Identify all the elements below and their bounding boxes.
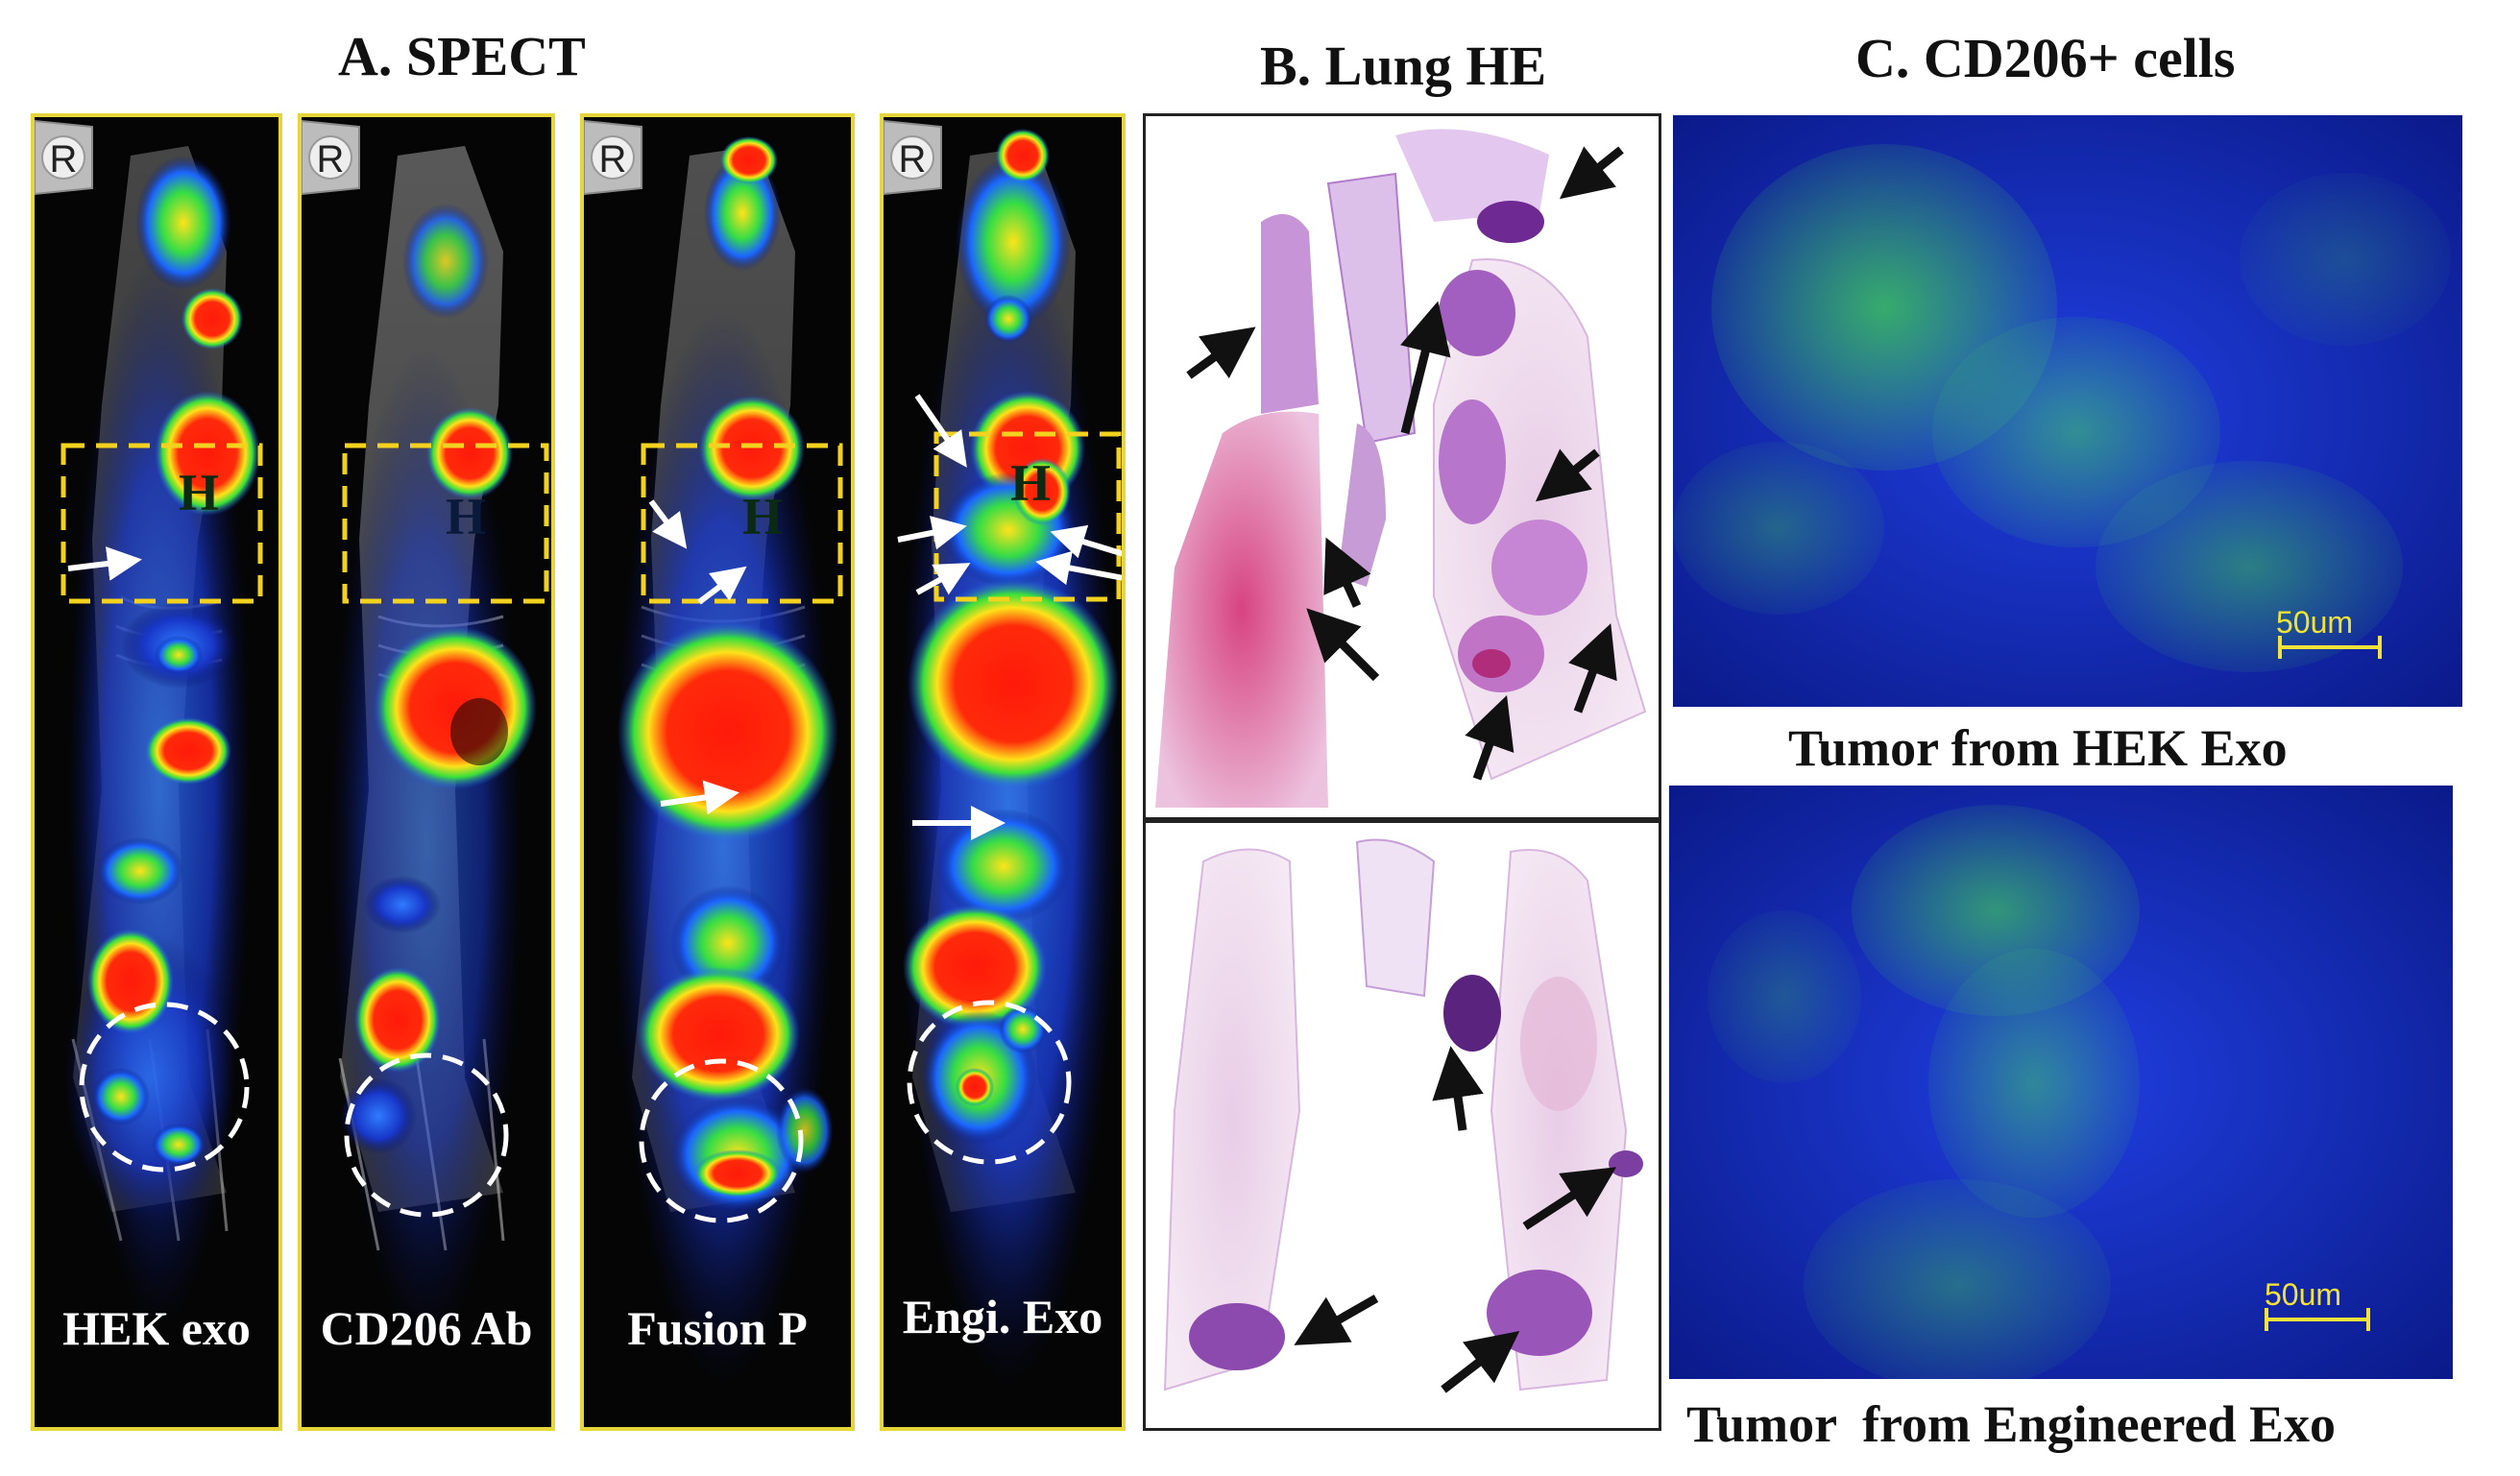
fluorescence-image bbox=[1673, 115, 2462, 707]
orientation-cube-icon: P R bbox=[35, 119, 93, 196]
heading-lung-he: B. Lung HE bbox=[1260, 35, 1547, 97]
fluorescence-image bbox=[1669, 786, 2453, 1379]
caption-hek-exo: Tumor from HEK Exo bbox=[1788, 719, 2288, 777]
spect-label: CD206 Ab bbox=[320, 1301, 533, 1355]
orientation-right: R bbox=[50, 138, 78, 181]
spect-image bbox=[897, 129, 1122, 1385]
caption-engineered-exo: Tumor from Engineered Exo bbox=[1686, 1395, 2337, 1453]
orientation-right: R bbox=[899, 138, 927, 181]
scale-bar-label: 50um bbox=[2265, 1277, 2342, 1312]
scale-bar bbox=[2278, 645, 2382, 649]
spect-label: Engi. Exo bbox=[902, 1290, 1103, 1343]
heart-marker: H bbox=[1010, 454, 1052, 512]
scale-bar-left-tick bbox=[2265, 1308, 2268, 1331]
scale-bar-right-tick bbox=[2378, 636, 2382, 659]
spect-label: HEK exo bbox=[62, 1301, 251, 1355]
heart-marker: H bbox=[179, 464, 220, 521]
spect-panel-engi-exo: H Engi. Exo P R bbox=[880, 113, 1126, 1431]
scale-bar-left-tick bbox=[2278, 636, 2282, 659]
heading-spect: A. SPECT bbox=[338, 25, 586, 87]
heart-marker: H bbox=[742, 488, 784, 545]
lung-he-image bbox=[1155, 129, 1647, 808]
spect-image bbox=[61, 146, 263, 1327]
orientation-right: R bbox=[317, 138, 345, 181]
spect-image bbox=[613, 136, 843, 1385]
scale-bar bbox=[2265, 1318, 2370, 1321]
lung-he-panel-top bbox=[1143, 113, 1661, 820]
spect-image bbox=[330, 146, 549, 1346]
lung-he-panel-bottom bbox=[1143, 820, 1661, 1431]
spect-panel-hek-exo: H HEK exo P R bbox=[31, 113, 282, 1431]
lung-he-image bbox=[1163, 838, 1643, 1393]
fluorescence-panel-engineered: 50um bbox=[1669, 786, 2453, 1379]
scale-bar-right-tick bbox=[2366, 1308, 2370, 1331]
heading-cd206: C. CD206+ cells bbox=[1855, 27, 2236, 89]
orientation-cube-icon: P R bbox=[584, 119, 642, 196]
orientation-right: R bbox=[599, 138, 627, 181]
orientation-cube-icon: P R bbox=[302, 119, 360, 196]
fluorescence-panel-hek: 50um bbox=[1673, 115, 2462, 707]
orientation-cube-icon: P R bbox=[884, 119, 942, 196]
spect-panel-cd206-ab: H CD206 Ab P R bbox=[298, 113, 555, 1431]
scale-bar-label: 50um bbox=[2276, 605, 2354, 640]
heart-marker: H bbox=[446, 488, 487, 545]
spect-label: Fusion P bbox=[627, 1301, 808, 1355]
spect-panel-fusion-p: H Fusion P P R bbox=[580, 113, 855, 1431]
